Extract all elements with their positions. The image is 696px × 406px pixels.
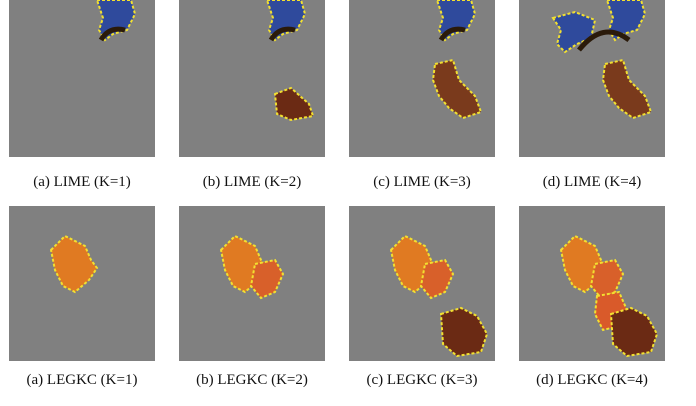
image-panel [179, 206, 325, 361]
highlight-region [551, 10, 597, 54]
caption: (b) LEGKC (K=2) [196, 372, 308, 388]
caption: (b) LIME (K=2) [203, 174, 301, 190]
caption: (a) LEGKC (K=1) [27, 372, 138, 388]
arc-shape [98, 26, 126, 42]
caption: (a) LIME (K=1) [33, 174, 131, 190]
caption: (d) LIME (K=4) [543, 174, 641, 190]
panel-background [179, 0, 325, 157]
highlight-region [609, 306, 659, 358]
panel-background [9, 0, 155, 157]
highlight-region [431, 58, 483, 120]
arc-shape [577, 29, 631, 52]
highlight-region [589, 258, 625, 300]
image-panel [179, 0, 325, 157]
panel-background [349, 0, 495, 157]
caption: (d) LEGKC (K=4) [536, 372, 648, 388]
image-panel [519, 0, 665, 157]
image-panel [9, 0, 155, 157]
highlight-region [435, 0, 477, 42]
image-panel [349, 0, 495, 157]
caption: (c) LIME (K=3) [373, 174, 471, 190]
image-panel [9, 206, 155, 361]
highlight-region [439, 306, 489, 358]
highlight-region [95, 0, 137, 42]
highlight-region [273, 86, 315, 122]
highlight-region [419, 258, 455, 300]
highlight-region [249, 258, 285, 300]
highlight-region [601, 58, 653, 120]
image-panel [349, 206, 495, 361]
highlight-region [265, 0, 307, 42]
caption: (c) LEGKC (K=3) [367, 372, 478, 388]
highlight-region [49, 234, 99, 294]
image-panel [519, 206, 665, 361]
arc-shape [268, 26, 296, 42]
arc-shape [438, 26, 466, 42]
